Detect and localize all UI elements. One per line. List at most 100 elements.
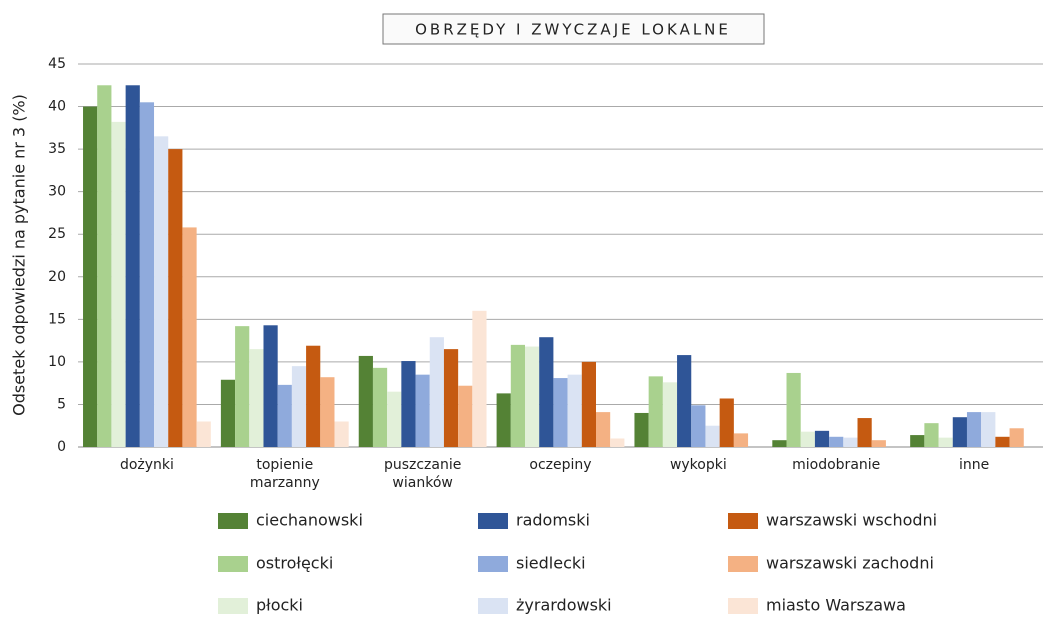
bar [772,440,787,447]
bar [871,440,886,447]
bar [458,385,473,447]
bar [857,418,872,447]
legend-label: żyrardowski [516,596,612,615]
bar [525,346,540,447]
bar [995,436,1010,447]
bar [97,85,112,448]
bar [829,436,844,447]
bar [139,102,155,448]
x-tick-label: puszczanie wianków [383,457,462,491]
bar [196,421,211,447]
legend-swatch [728,598,758,614]
bar [581,361,596,447]
bar [786,372,801,447]
bar [800,431,815,447]
title-box [382,13,765,45]
y-tick-label: 15 [48,311,66,327]
legend-swatch [478,598,508,614]
bar [472,310,487,447]
y-axis-label: Odsetek odpowiedzi na pytanie nr 3 (%) [10,94,29,416]
bar [372,367,388,447]
legend-swatch [218,556,248,572]
legend-label: warszawski wschodni [766,511,937,530]
bar [719,398,734,447]
legend-label: warszawski zachodni [766,554,934,573]
bar [249,349,264,447]
bar [1009,428,1024,447]
bar [168,149,183,447]
bar [610,438,625,447]
bar [677,355,692,447]
bar [83,106,98,448]
x-tick-label: oczepiny [529,457,592,473]
bar [429,337,444,447]
bar [662,382,678,447]
legend-swatch [728,556,758,572]
bar [705,425,720,447]
bar [938,437,953,447]
bar [634,412,649,447]
y-tick-label: 30 [48,184,66,200]
bar [966,412,982,447]
legend-label: siedlecki [516,554,586,573]
bar [910,435,925,447]
legend-label: radomski [516,511,590,530]
legend-label: ostrołęcki [256,554,333,573]
bar [496,393,511,447]
bar [510,344,525,447]
y-tick-label: 20 [48,269,66,285]
x-tick-label: inne [958,457,990,473]
bar [182,227,197,447]
bar [334,421,349,447]
bar [111,121,126,448]
bar [387,391,402,447]
bar [981,412,996,447]
bar [291,366,307,447]
bar [401,361,416,447]
y-tick-label: 45 [48,56,66,72]
y-tick-label: 35 [48,141,66,157]
bar [358,355,373,447]
legend-swatch [218,598,248,614]
bar [125,85,140,448]
bar [539,337,554,447]
bar [952,417,967,447]
bar [320,377,335,447]
bar [415,374,430,447]
legend-label: ciechanowski [256,511,363,530]
bar [220,379,236,447]
bar [814,430,830,447]
y-tick-label: 10 [48,354,66,370]
y-tick-label: 40 [48,99,66,115]
bar [277,384,292,447]
chart-title: OBRZĘDY I ZWYCZAJE LOKALNE [415,21,731,39]
bar [596,412,611,447]
legend-label: miasto Warszawa [766,596,906,615]
legend-swatch [478,556,508,572]
x-tick-label: miodobranie [792,457,881,473]
y-tick-label: 25 [48,226,66,242]
legend-swatch [218,513,248,529]
bar [843,437,858,447]
bar [553,378,568,447]
bar [648,376,663,447]
bar [154,136,169,447]
bar [306,345,321,447]
y-tick-label: 5 [57,396,66,412]
bar [263,325,278,447]
legend-swatch [478,513,508,529]
bar [924,423,939,447]
legend-label: płocki [256,596,303,615]
bar [691,405,706,447]
legend-swatch [728,513,758,529]
bar [443,349,459,447]
bar [733,433,749,447]
x-tick-label: dożynki [119,457,174,473]
y-tick-label: 0 [57,439,66,455]
x-tick-label: wykopki [669,457,727,473]
x-tick-label: topienie marzanny [249,457,320,491]
bar [235,326,250,447]
bar [567,374,582,447]
